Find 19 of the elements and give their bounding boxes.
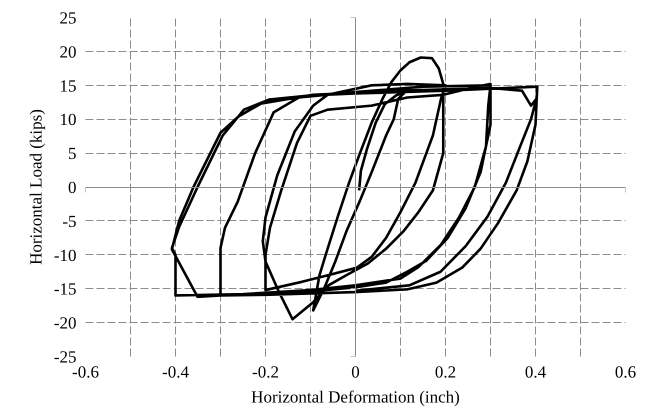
y-tick-label: 20 — [60, 42, 76, 62]
x-tick-label: -0.2 — [252, 362, 279, 382]
y-tick-label: -20 — [54, 314, 77, 333]
y-tick-label: -10 — [54, 246, 77, 265]
x-tick-label: 0.2 — [434, 362, 456, 382]
y-tick-label: 0 — [68, 178, 76, 197]
y-tick-label: 25 — [60, 8, 76, 28]
y-axis-title: Horizontal Load (kips) — [26, 109, 46, 265]
y-tick-label: 10 — [60, 110, 76, 130]
x-tick-label: 0 — [351, 362, 360, 382]
y-tick-label: 15 — [60, 76, 76, 96]
line-series — [170, 56, 539, 321]
x-axis-title: Horizontal Deformation (inch) — [251, 388, 460, 406]
x-tick-label: 0.6 — [614, 362, 636, 382]
x-tick-label: 0.4 — [524, 362, 547, 382]
y-tick-label: -15 — [54, 280, 77, 299]
y-tick-label: -5 — [62, 212, 77, 231]
x-tick-label: -0.4 — [162, 362, 190, 382]
y-tick-label: 5 — [68, 144, 76, 164]
